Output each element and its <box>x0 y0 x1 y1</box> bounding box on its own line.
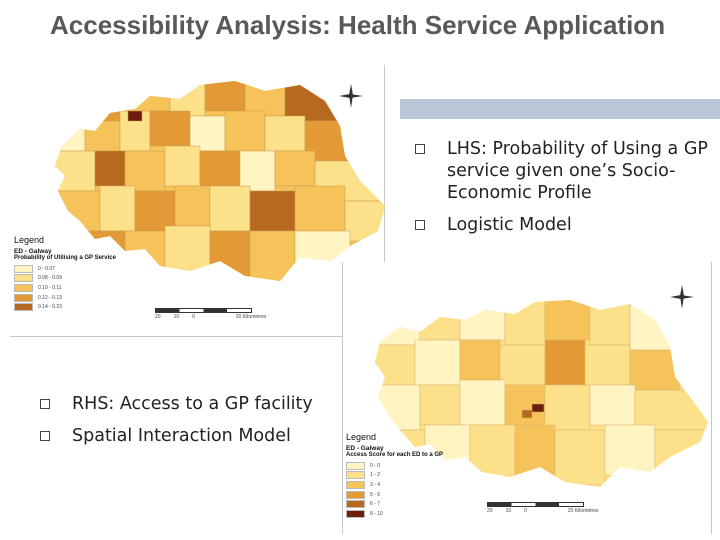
legend-class-row: 8 - 10 <box>346 509 496 519</box>
bullet-item: RHS: Access to a GP facility <box>40 393 340 415</box>
bullet-text: Logistic Model <box>447 215 572 235</box>
legend-swatch <box>346 471 365 480</box>
legend-class-label: 0.14 - 0.23 <box>38 304 62 311</box>
scalebar-label: 0 <box>524 508 527 514</box>
checkbox-icon <box>415 144 425 154</box>
right-choropleth-map <box>375 300 708 487</box>
legend-layer-name: ED - Galway <box>346 445 384 452</box>
scalebar-label: 20 <box>155 314 161 320</box>
legend-field-name: Probability of Utilising a GP Service <box>14 255 116 261</box>
scalebar-bar <box>487 502 584 507</box>
bullet-text: LHS: Probability of Using a GP service g… <box>447 139 708 203</box>
legend-swatch <box>346 461 365 470</box>
left-map-legend: Legend ED - Galway Probability of Utilis… <box>14 235 164 312</box>
left-choropleth-map <box>55 81 385 281</box>
legend-swatch <box>346 509 365 518</box>
left-map-frame-right <box>384 65 385 337</box>
legend-class-row: 0 - 0.07 <box>14 264 164 274</box>
legend-class-row: 6 - 7 <box>346 499 496 509</box>
legend-class-label: 8 - 10 <box>370 510 383 517</box>
scalebar-bar <box>155 308 252 313</box>
bullet-item: Spatial Interaction Model <box>40 425 340 447</box>
legend-class-row: 3 - 4 <box>346 480 496 490</box>
scalebar-label: 20 Kilometres <box>235 314 267 320</box>
legend-class-label: 0.12 - 0.13 <box>38 294 62 301</box>
right-map-scalebar: 20 10 0 20 Kilometres <box>487 502 617 514</box>
bullet-text: RHS: Access to a GP facility <box>72 394 313 414</box>
left-map-panel: Legend ED - Galway Probability of Utilis… <box>10 65 385 337</box>
legend-class-row: 5 - 6 <box>346 490 496 500</box>
legend-swatch <box>346 480 365 489</box>
right-map-legend: Legend ED - Galway Access Score for each… <box>346 432 496 519</box>
legend-class-label: 0.08 - 0.09 <box>38 275 62 282</box>
legend-title: Legend <box>14 235 45 245</box>
bullet-item: LHS: Probability of Using a GP service g… <box>415 138 715 204</box>
left-map-scalebar: 20 10 0 20 Kilometres <box>155 308 285 320</box>
scalebar-label: 10 <box>505 508 512 514</box>
scalebar-label: 10 <box>173 314 180 320</box>
legend-class-label: 1 - 2 <box>370 472 381 479</box>
legend-class-label: 6 - 7 <box>370 501 381 508</box>
legend-class-label: 3 - 4 <box>370 481 381 488</box>
legend-class-label: 0.10 - 0.11 <box>38 284 62 291</box>
legend-layer-name: ED - Galway <box>14 248 52 255</box>
left-map-frame-bottom <box>10 336 385 337</box>
legend-class-row: 0 - 0 <box>346 461 496 471</box>
right-map-panel: Legend ED - Galway Access Score for each… <box>342 262 712 534</box>
legend-field-name: Access Score for each ED to a GP <box>346 452 444 458</box>
legend-class-row: 0.12 - 0.13 <box>14 293 164 303</box>
legend-swatch <box>14 293 33 302</box>
legend-swatch <box>346 490 365 499</box>
bullet-text: Spatial Interaction Model <box>72 426 291 446</box>
legend-swatch <box>14 283 33 292</box>
legend-swatch <box>14 303 33 312</box>
legend-class-label: 5 - 6 <box>370 491 381 498</box>
legend-class-row: 0.10 - 0.11 <box>14 283 164 293</box>
accent-bar <box>400 99 720 119</box>
legend-swatch <box>14 274 33 283</box>
north-arrow-icon <box>670 285 694 309</box>
checkbox-icon <box>40 399 50 409</box>
scalebar-label: 20 <box>487 508 493 514</box>
right-map-frame-right <box>711 262 712 534</box>
slide-title: Accessibility Analysis: Health Service A… <box>50 10 666 40</box>
north-arrow-icon <box>339 84 363 108</box>
right-map-frame-left <box>342 262 343 534</box>
legend-swatch <box>14 264 33 273</box>
legend-swatch <box>346 500 365 509</box>
legend-class-row: 0.08 - 0.09 <box>14 274 164 284</box>
right-bullet-list: LHS: Probability of Using a GP service g… <box>415 138 715 246</box>
scalebar-label: 20 Kilometres <box>567 508 599 514</box>
left-bullet-list: RHS: Access to a GP facility Spatial Int… <box>40 393 340 457</box>
legend-class-label: 0 - 0 <box>370 462 381 469</box>
checkbox-icon <box>40 431 50 441</box>
legend-class-row: 1 - 2 <box>346 471 496 481</box>
checkbox-icon <box>415 220 425 230</box>
legend-title: Legend <box>346 432 377 442</box>
legend-class-row: 0.14 - 0.23 <box>14 302 164 312</box>
bullet-item: Logistic Model <box>415 214 715 236</box>
scalebar-label: 0 <box>192 314 195 320</box>
legend-class-label: 0 - 0.07 <box>38 265 55 272</box>
